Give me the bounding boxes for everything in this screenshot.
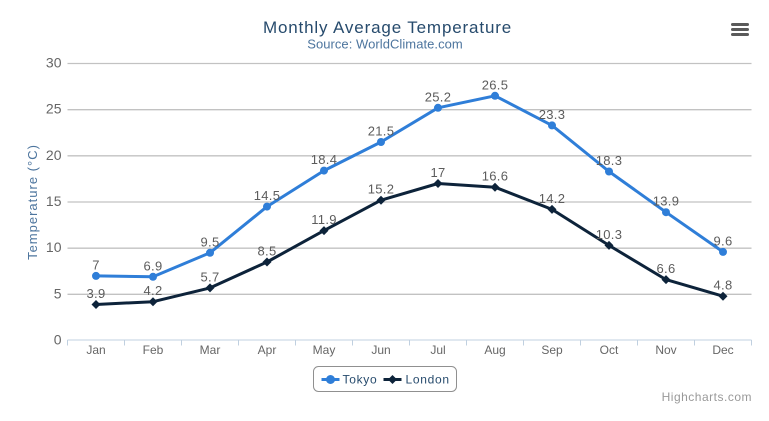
svg-text:9.5: 9.5: [201, 234, 220, 249]
svg-text:18.4: 18.4: [311, 152, 338, 167]
svg-text:Jul: Jul: [430, 343, 445, 357]
svg-text:May: May: [313, 343, 336, 357]
svg-text:Jun: Jun: [371, 343, 390, 357]
svg-text:25: 25: [46, 101, 62, 117]
svg-text:23.3: 23.3: [539, 107, 566, 122]
svg-text:6.6: 6.6: [657, 261, 676, 276]
svg-text:11.9: 11.9: [311, 212, 337, 227]
svg-text:13.9: 13.9: [653, 194, 680, 209]
svg-text:Mar: Mar: [200, 343, 221, 357]
svg-text:18.3: 18.3: [596, 153, 623, 168]
svg-text:Monthly Average Temperature: Monthly Average Temperature: [263, 18, 512, 37]
svg-text:Aug: Aug: [484, 343, 505, 357]
svg-text:Jan: Jan: [86, 343, 105, 357]
svg-text:Oct: Oct: [600, 343, 619, 357]
svg-text:Nov: Nov: [655, 343, 676, 357]
svg-text:10: 10: [46, 239, 62, 255]
svg-text:30: 30: [46, 55, 62, 71]
svg-text:5: 5: [54, 285, 62, 301]
svg-text:20: 20: [46, 147, 62, 163]
svg-text:3.9: 3.9: [87, 286, 106, 301]
svg-text:Apr: Apr: [258, 343, 277, 357]
svg-text:London: London: [406, 373, 450, 387]
svg-text:Sep: Sep: [541, 343, 563, 357]
svg-text:16.6: 16.6: [482, 169, 509, 184]
svg-text:Dec: Dec: [712, 343, 733, 357]
svg-text:10.3: 10.3: [596, 227, 623, 242]
svg-text:9.6: 9.6: [714, 233, 733, 248]
svg-text:8.5: 8.5: [258, 244, 277, 259]
svg-text:4.8: 4.8: [714, 278, 733, 293]
svg-text:17: 17: [430, 165, 445, 180]
svg-text:6.9: 6.9: [144, 258, 163, 273]
svg-text:14.5: 14.5: [254, 188, 281, 203]
svg-text:Highcharts.com: Highcharts.com: [662, 390, 752, 404]
svg-text:15: 15: [46, 193, 62, 209]
svg-text:Temperature (°C): Temperature (°C): [25, 144, 40, 260]
svg-text:7: 7: [92, 257, 100, 272]
svg-text:25.2: 25.2: [425, 89, 452, 104]
svg-text:4.2: 4.2: [144, 283, 163, 298]
svg-text:15.2: 15.2: [368, 182, 395, 197]
svg-text:26.5: 26.5: [482, 77, 509, 92]
svg-text:Source: WorldClimate.com: Source: WorldClimate.com: [307, 37, 463, 52]
svg-text:5.7: 5.7: [201, 269, 220, 284]
svg-text:14.2: 14.2: [539, 191, 566, 206]
svg-text:Feb: Feb: [143, 343, 164, 357]
svg-text:0: 0: [54, 332, 62, 348]
svg-text:21.5: 21.5: [368, 124, 395, 139]
svg-text:Tokyo: Tokyo: [343, 373, 378, 387]
